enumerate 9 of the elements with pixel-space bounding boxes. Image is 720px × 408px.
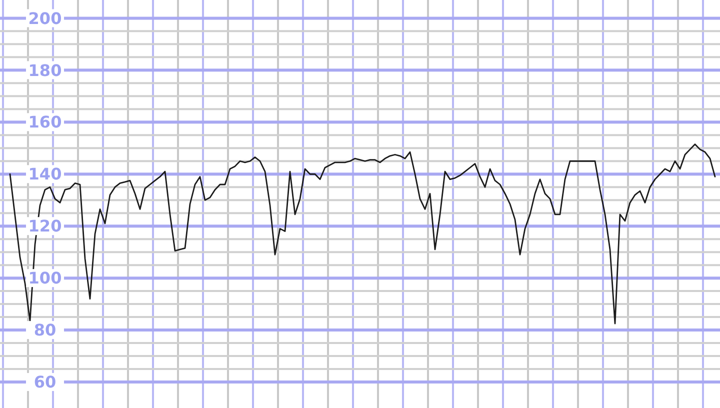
y-tick-label: 80	[34, 320, 56, 340]
y-tick-label: 140	[28, 164, 62, 184]
y-tick-label: 180	[28, 60, 62, 80]
y-tick-label: 160	[28, 112, 62, 132]
y-tick-label: 100	[28, 268, 62, 288]
line-series	[9, 144, 716, 324]
y-tick-label: 60	[34, 372, 56, 392]
y-tick-label: 200	[28, 8, 62, 28]
y-tick-label: 120	[28, 216, 62, 236]
